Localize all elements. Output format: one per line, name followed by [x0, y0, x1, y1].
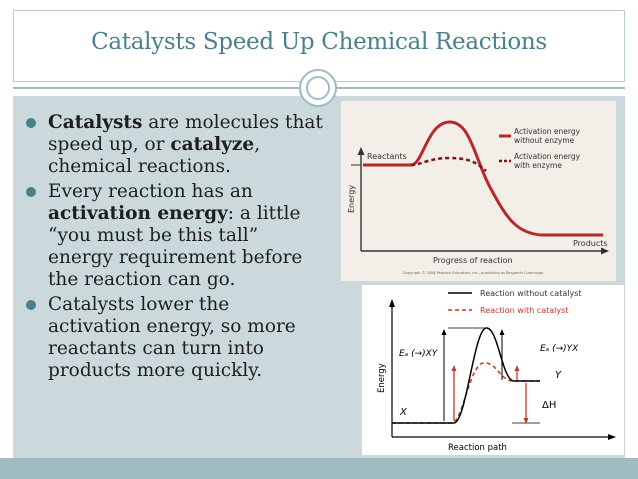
bullet-strong: catalyze — [170, 134, 255, 155]
catalyzed-curve — [410, 156, 487, 172]
enzyme-energy-diagram: Reactants Products Activation energy wit… — [341, 101, 616, 281]
ea-reverse-label: Eₐ (→)YX — [540, 344, 579, 354]
bullet-catalysts-lower: Catalysts lower the activation energy, s… — [22, 294, 327, 382]
x-axis-arrow — [608, 434, 616, 440]
bullet-activation-energy: Every reaction has an activation energy:… — [22, 181, 327, 291]
bullet-marker — [26, 300, 36, 310]
bullet-list: Catalysts are molecules that speed up, o… — [22, 112, 327, 385]
bullet-text: , chemical reactions. — [48, 134, 261, 177]
y-label: Y — [555, 370, 562, 381]
reactants-label: Reactants — [367, 152, 407, 161]
circle-ornament-inner — [306, 76, 330, 100]
footer-bar — [0, 458, 638, 479]
bullet-marker — [26, 118, 36, 128]
legend-without-1: Activation energy — [514, 127, 581, 136]
delta-h-label: ΔH — [542, 400, 556, 411]
bullet-text: Catalysts lower the activation energy, s… — [48, 294, 296, 381]
enzyme-energy-svg: Reactants Products Activation energy wit… — [347, 120, 609, 275]
ea-reverse-arrowhead — [499, 329, 505, 335]
bullet-text: are molecules that speed up, or — [48, 112, 323, 155]
slide-title: Catalysts Speed Up Chemical Reactions — [91, 29, 547, 55]
bullet-text: : a little “you must be this tall” energ… — [48, 203, 303, 290]
legend-with-label: Reaction with catalyst — [480, 306, 568, 315]
x-axis-label: Progress of reaction — [433, 256, 513, 265]
circle-ornament — [299, 69, 337, 107]
x-axis-arrow — [601, 247, 609, 255]
products-label: Products — [573, 239, 608, 248]
legend-with-2: with enzyme — [514, 161, 562, 170]
y-axis-arrow — [357, 147, 365, 155]
bullet-strong: activation energy — [48, 203, 228, 224]
legend-with-1: Activation energy — [514, 152, 581, 161]
bullet-text: Every reaction has an — [48, 181, 253, 202]
delta-h-arrowhead — [523, 418, 529, 424]
ea-forward-arrowhead — [441, 329, 447, 335]
bullet-marker — [26, 187, 36, 197]
y-axis-label: Energy — [347, 185, 356, 213]
y-axis-label: Energy — [377, 363, 387, 393]
reaction-path-svg: Reaction without catalyst Reaction with … — [377, 289, 616, 453]
uncatalyzed-curve — [363, 120, 603, 237]
x-axis-label: Reaction path — [448, 443, 507, 453]
y-axis-arrow — [389, 299, 395, 307]
uncatalyzed-curve — [392, 327, 540, 424]
bullet-catalysts: Catalysts are molecules that speed up, o… — [22, 112, 327, 178]
catalyzed-curve — [392, 362, 540, 424]
x-label: X — [399, 407, 408, 418]
legend-without-label: Reaction without catalyst — [480, 289, 582, 298]
legend-without-2: without enzyme — [514, 136, 575, 145]
ea-reverse-catalyzed-arrowhead — [514, 365, 520, 371]
reaction-path-diagram: Reaction without catalyst Reaction with … — [362, 285, 624, 455]
ea-forward-label: Eₐ (→)XY — [399, 349, 439, 359]
copyright-text: Copyright © 2006 Pearson Education, Inc.… — [403, 271, 544, 275]
bullet-strong: Catalysts — [48, 112, 143, 133]
ea-forward-catalyzed-arrowhead — [451, 365, 457, 371]
